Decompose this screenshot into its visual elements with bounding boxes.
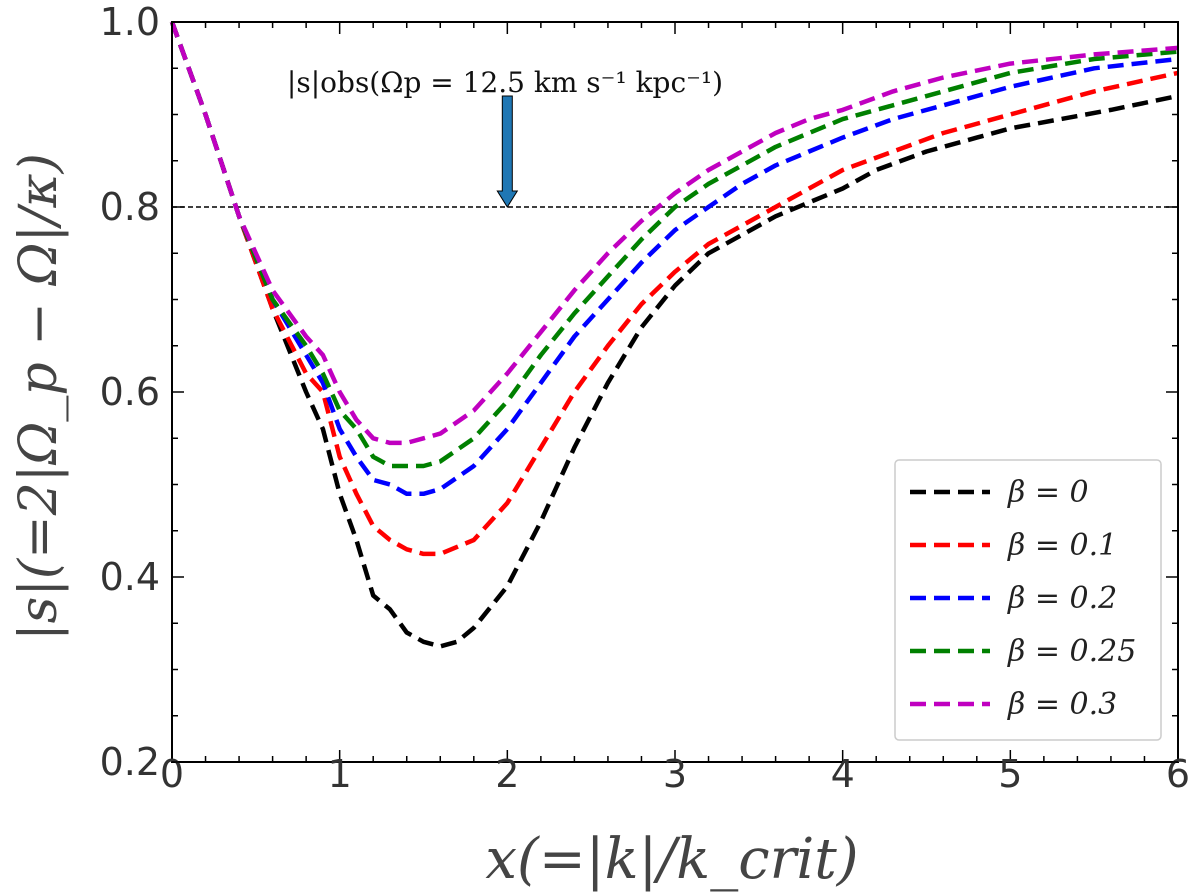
y-tick-label: 0.8 — [100, 185, 160, 229]
y-tick-label: 0.4 — [100, 555, 160, 599]
y-tick-label: 0.2 — [100, 740, 160, 784]
x-tick-label: 4 — [831, 752, 855, 796]
legend-label-4: β = 0.3 — [1007, 687, 1117, 722]
legend-label-1: β = 0.1 — [1007, 528, 1117, 563]
legend-label-3: β = 0.25 — [1007, 634, 1136, 669]
axis-ticks: 0 1 2 3 4 5 6 0.2 0.4 0.6 0.8 1.0 — [100, 0, 1191, 796]
series-line-0 — [169, 21, 1179, 649]
x-tick-label: 1 — [328, 752, 352, 796]
y-tick-label: 0.6 — [100, 370, 160, 414]
series-line-3 — [169, 21, 1179, 469]
x-tick-label: 6 — [1166, 752, 1190, 796]
x-axis-label: x(=|k|/k_crit) — [485, 827, 858, 892]
x-tick-label: 0 — [160, 752, 184, 796]
series-line-2 — [169, 21, 1179, 497]
y-tick-label: 1.0 — [100, 0, 160, 44]
legend: β = 0 β = 0.1 β = 0.2 β = 0.25 β = 0.3 — [894, 459, 1162, 741]
annotation-arrow — [496, 95, 519, 208]
legend-box — [894, 459, 1162, 741]
y-axis-label: |s|(=2|Ω_p − Ω|/κ) — [9, 153, 69, 641]
legend-label-0: β = 0 — [1007, 475, 1089, 510]
plot-area — [169, 21, 1179, 649]
x-tick-label: 5 — [998, 752, 1022, 796]
legend-label-2: β = 0.2 — [1007, 581, 1117, 616]
annotation-text: |s|obs(Ωp = 12.5 km s⁻¹ kpc⁻¹) — [287, 66, 723, 99]
series-line-4 — [169, 21, 1179, 446]
x-tick-label: 2 — [495, 752, 519, 796]
series-line-1 — [169, 21, 1179, 557]
x-tick-label: 3 — [663, 752, 687, 796]
